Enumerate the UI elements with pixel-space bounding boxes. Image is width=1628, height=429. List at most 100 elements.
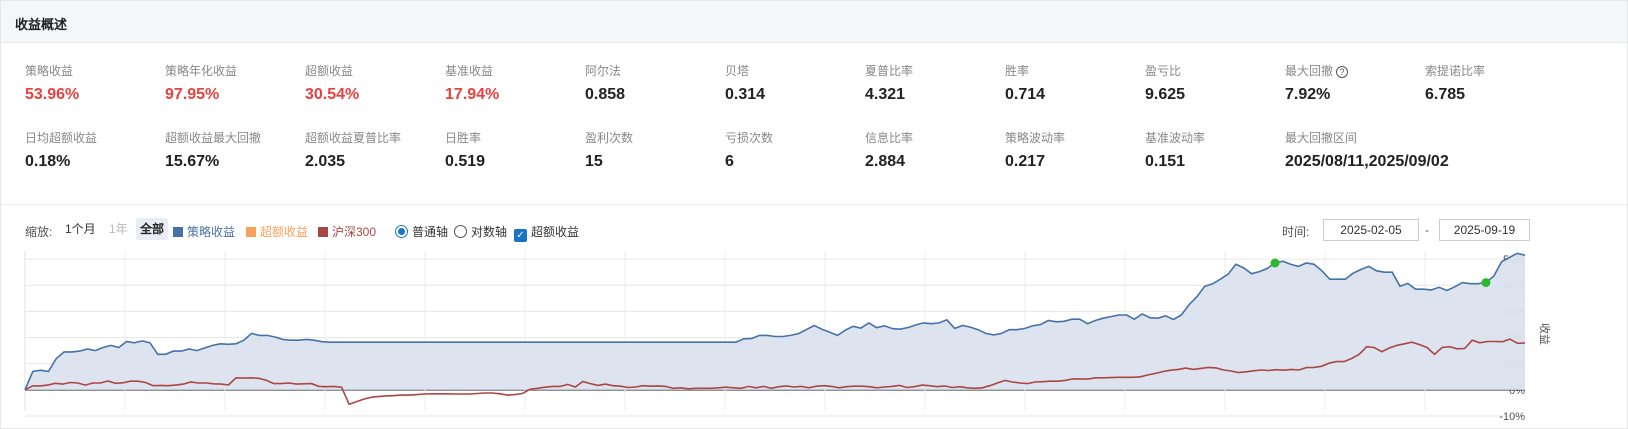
metric-value: 0.519 [445, 153, 486, 170]
metric-label-text: 日均超额收益 [25, 131, 98, 145]
metric-label: 索提诺比率 [1425, 62, 1485, 79]
zoom-all-button[interactable]: 全部 [136, 218, 169, 240]
metric-label: 盈亏比 [1145, 62, 1185, 79]
log-axis-label: 对数轴 [471, 225, 508, 239]
log-axis-option[interactable]: 对数轴 [454, 223, 507, 240]
zoom-1-month-button[interactable]: 1个月 [65, 222, 96, 236]
metric-value: 0.714 [1005, 86, 1046, 103]
metric-label: 超额收益 [305, 62, 359, 79]
checkmark-icon[interactable]: ✓ [514, 229, 527, 242]
normal-axis-radio[interactable] [395, 225, 408, 238]
date-separator: - [1425, 223, 1429, 237]
panel-header: 收益概述 [1, 1, 1627, 43]
panel-title: 收益概述 [15, 17, 68, 32]
metric-label: 胜率 [1005, 62, 1045, 79]
metric-value: 6 [725, 153, 734, 170]
metric-label: 超额收益最大回撤 [165, 129, 261, 146]
metric-label-text: 贝塔 [725, 64, 750, 78]
metric-label-text: 超额收益最大回撤 [165, 131, 262, 145]
metric-label: 贝塔 [725, 62, 765, 79]
metric-label-text: 胜率 [1005, 64, 1030, 78]
drawdown-marker [1270, 258, 1280, 268]
metric-metrics_row2-7: 策略波动率 0.217 [1005, 129, 1065, 171]
excess-returns-toggle[interactable]: ✓ 超额收益 [514, 223, 579, 242]
metric-value: 0.314 [725, 86, 766, 103]
metric-label-text: 基准波动率 [1145, 131, 1206, 145]
metric-label: 最大回撤? [1285, 62, 1349, 79]
metric-label-text: 策略年化收益 [165, 64, 238, 78]
metric-value: 97.95% [165, 86, 220, 103]
normal-axis-option[interactable]: 普通轴 [395, 223, 448, 240]
metric-metrics_row2-5: 亏损次数 6 [725, 129, 773, 171]
metric-label: 盈利次数 [585, 129, 633, 146]
end-date-input[interactable] [1439, 219, 1530, 241]
metric-metrics_row1-6: 夏普比率 4.321 [865, 62, 913, 104]
excess-checkbox-label: 超额收益 [531, 225, 580, 239]
series-area-0 [25, 253, 1525, 390]
metric-label-text: 策略收益 [25, 64, 74, 78]
metric-label: 策略收益 [25, 62, 79, 79]
metric-label: 夏普比率 [865, 62, 913, 79]
metric-label-text: 信息比率 [865, 131, 914, 145]
metric-value: 9.625 [1145, 86, 1186, 103]
metric-label-text: 夏普比率 [865, 64, 914, 78]
legend-strategy-label: 策略收益 [187, 225, 236, 239]
metric-label-text: 最大回撤区间 [1285, 131, 1358, 145]
metric-metrics_row1-10: 索提诺比率 6.785 [1425, 62, 1485, 104]
drawdown-marker [1481, 278, 1491, 288]
metric-label-text: 盈亏比 [1145, 64, 1182, 78]
metric-value: 2025/08/11,2025/09/02 [1285, 153, 1449, 170]
metric-label: 日胜率 [445, 129, 485, 146]
section-divider [1, 204, 1627, 205]
legend-csi300[interactable]: 沪深300 [318, 223, 376, 240]
metric-metrics_row2-0: 日均超额收益 0.18% [25, 129, 97, 171]
metric-metrics_row1-1: 策略年化收益 97.95% [165, 62, 237, 104]
log-axis-radio[interactable] [454, 225, 467, 238]
metric-label-text: 最大回撤 [1285, 64, 1334, 78]
metric-label: 日均超额收益 [25, 129, 97, 146]
legend-swatch-csi300 [318, 227, 328, 237]
metric-metrics_row1-8: 盈亏比 9.625 [1145, 62, 1185, 104]
metric-label: 策略年化收益 [165, 62, 237, 79]
metric-value: 30.54% [305, 86, 360, 103]
metric-label-text: 阿尔法 [585, 64, 622, 78]
metric-value: 2.035 [305, 153, 346, 170]
metric-value: 4.321 [865, 86, 906, 103]
legend-swatch-excess [246, 227, 256, 237]
help-icon[interactable]: ? [1336, 66, 1349, 78]
time-label: 时间: [1282, 225, 1310, 239]
metric-label: 基准收益 [445, 62, 499, 79]
metric-value: 0.217 [1005, 153, 1046, 170]
metric-label: 最大回撤区间 [1285, 129, 1449, 146]
metric-label-text: 基准收益 [445, 64, 494, 78]
metric-metrics_row2-8: 基准波动率 0.151 [1145, 129, 1205, 171]
legend-strategy-returns[interactable]: 策略收益 [173, 223, 235, 240]
metric-value: 15 [585, 153, 603, 170]
metric-label: 超额收益夏普比率 [305, 129, 401, 146]
metric-label: 基准波动率 [1145, 129, 1205, 146]
metric-value: 2.884 [865, 153, 906, 170]
metric-label-text: 日胜率 [445, 131, 482, 145]
metric-metrics_row2-6: 信息比率 2.884 [865, 129, 913, 171]
metric-label-text: 盈利次数 [585, 131, 634, 145]
metric-value: 17.94% [445, 86, 500, 103]
metric-metrics_row1-7: 胜率 0.714 [1005, 62, 1045, 104]
legend-excess-returns[interactable]: 超额收益 [246, 223, 308, 240]
metric-label-text: 超额收益夏普比率 [305, 131, 402, 145]
metric-metrics_row1-3: 基准收益 17.94% [445, 62, 499, 104]
returns-chart: 50%40%30%20%10%0%-10%收益 [24, 251, 1552, 423]
metric-metrics_row2-3: 日胜率 0.519 [445, 129, 485, 171]
y-axis-title: 收益 [1538, 323, 1552, 345]
metric-label-text: 索提诺比率 [1425, 64, 1486, 78]
metric-metrics_row2-1: 超额收益最大回撤 15.67% [165, 129, 261, 171]
zoom-label: 缩放: [25, 225, 53, 239]
metric-label-text: 策略波动率 [1005, 131, 1066, 145]
legend-swatch-strategy [173, 227, 183, 237]
metric-label: 策略波动率 [1005, 129, 1065, 146]
metric-label: 阿尔法 [585, 62, 625, 79]
metric-value: 7.92% [1285, 86, 1331, 103]
metric-metrics_row1-9: 最大回撤? 7.92% [1285, 62, 1349, 104]
start-date-input[interactable] [1323, 219, 1419, 241]
zoom-1-year-button[interactable]: 1年 [109, 222, 128, 236]
